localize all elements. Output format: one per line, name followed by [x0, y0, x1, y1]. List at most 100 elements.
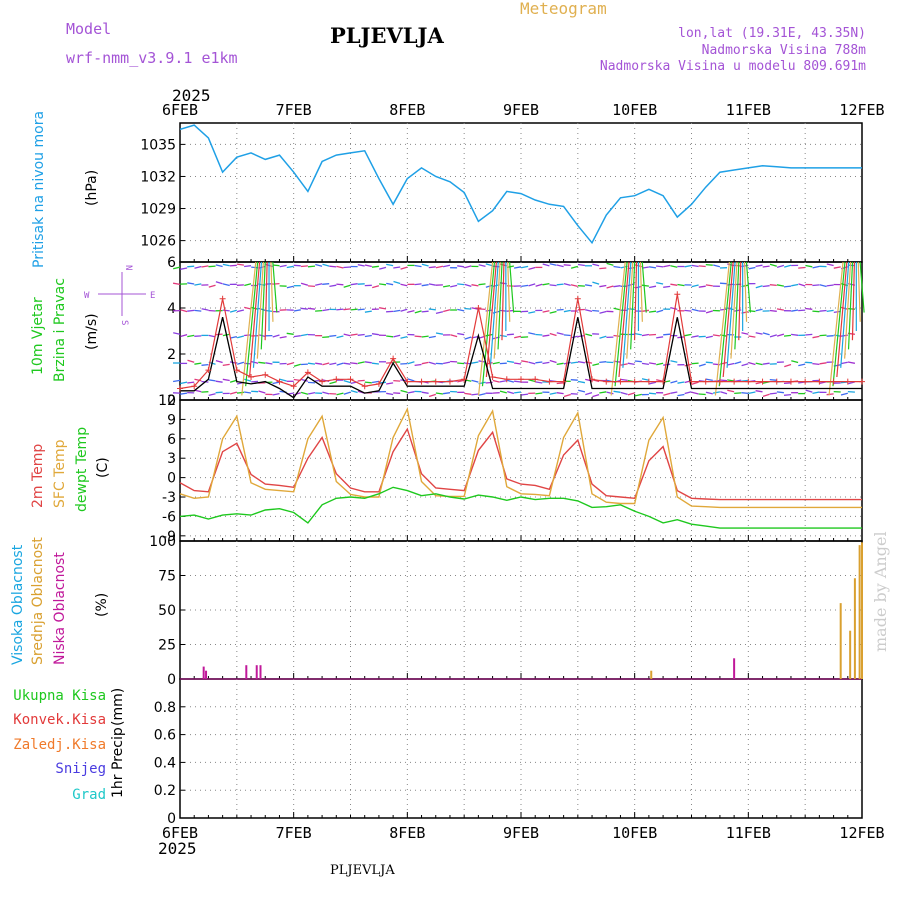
wind-arrow [236, 309, 245, 313]
wind-gust-marker [787, 378, 794, 385]
wind-arrow [549, 263, 557, 266]
bottom-time-label-1: 7FEB [276, 824, 312, 842]
wind-gust-marker [574, 295, 581, 302]
wind-burst [270, 261, 274, 322]
wind-arrow [208, 334, 216, 338]
wind-arrow [244, 283, 252, 287]
wind-arrow [656, 265, 664, 268]
wind-arrow [734, 264, 742, 267]
wind-arrow [670, 380, 678, 384]
wind-arrow [641, 333, 650, 337]
wind-arrow [570, 284, 578, 288]
wind-arrow [229, 379, 237, 383]
wind-arrow [734, 361, 742, 365]
wind-burst [844, 261, 852, 359]
wind-arrow [414, 264, 422, 268]
wind-arrow [187, 265, 195, 268]
wind-arrow [613, 265, 621, 269]
wind-arrow [428, 266, 436, 269]
ytick-label-temp: -9 [162, 529, 176, 545]
wind-gust-marker [603, 378, 610, 385]
wind-arrow [435, 332, 444, 335]
wind-arrow [599, 310, 607, 314]
wind-arrow [215, 264, 223, 268]
wind-arrow [791, 283, 799, 287]
wind-arrow [556, 308, 564, 311]
wind-arrow [286, 362, 294, 366]
wind-arrow [442, 264, 451, 268]
wind-arrow [414, 363, 422, 367]
wind-burst [743, 261, 748, 322]
compass-south: S [119, 320, 129, 325]
wind-arrow [180, 392, 188, 395]
bottom-time-label-4: 10FEB [612, 824, 657, 842]
wind-arrow [648, 266, 657, 269]
wind-arrow [784, 363, 792, 368]
wind-arrow [393, 280, 401, 285]
wind-arrow [208, 309, 216, 312]
wind-gust-marker [674, 291, 681, 298]
wind-arrow [222, 309, 230, 312]
wind-arrow [499, 390, 507, 394]
ytick-label-precip: 0.4 [154, 755, 176, 771]
wind-gust-marker [759, 378, 766, 385]
wind-arrow [187, 309, 195, 312]
bottom-time-axis: 6FEB 7FEB 8FEB 9FEB 10FEB 11FEB 12FEB [162, 824, 885, 842]
wind-arrow [194, 265, 202, 269]
wind-arrow [748, 391, 756, 395]
top-time-label-1: 7FEB [276, 101, 312, 119]
wind-arrow [677, 393, 685, 397]
wind-arrow [457, 283, 465, 286]
wind-arrow [727, 389, 735, 393]
wind-arrow [400, 335, 408, 339]
wind-arrow [599, 267, 607, 270]
wind-burst [618, 261, 630, 378]
wind-burst [245, 261, 259, 387]
wind-arrow [400, 389, 408, 393]
wind-arrow [528, 379, 536, 383]
wind-arrow [819, 334, 827, 337]
wind-arrow [620, 391, 628, 396]
wind-gust-marker [390, 355, 397, 362]
wind-arrow [691, 362, 699, 365]
wind-arrow [478, 283, 486, 286]
wind-arrow [705, 378, 713, 382]
wind-arrow [741, 392, 749, 395]
wind-arrow [826, 335, 834, 337]
wind-arrow [784, 264, 792, 268]
wind-arrow [499, 334, 507, 338]
wind-panel-labels: 10m Vjetar Brzina i Pravac (m/s) N W E S [30, 265, 155, 382]
wind-arrow [386, 382, 394, 385]
wind-burst [726, 261, 736, 368]
wind-arrow [720, 308, 728, 311]
wind-arrow [492, 361, 500, 365]
top-time-label-6: 12FEB [839, 101, 884, 119]
wind-arrow [457, 379, 465, 383]
wind-arrow [769, 309, 777, 312]
wind-arrow [343, 391, 351, 395]
cloud-panel-labels: Visoka Oblacnost Srednja Oblacnost Niska… [10, 537, 110, 665]
wind-unit: (m/s) [84, 313, 100, 350]
wind-arrow [620, 378, 628, 382]
wind-arrow [762, 265, 770, 268]
wind-arrow [727, 307, 735, 311]
wind-arrow [237, 361, 245, 365]
wind-gust-marker [688, 378, 695, 385]
wind-arrow [229, 335, 237, 339]
wind-arrow [400, 266, 408, 270]
wind-arrow [343, 308, 351, 311]
precip-legend-conv: Konvek.Kisa [13, 712, 106, 728]
wind-arrow [521, 393, 529, 396]
pressure-unit: (hPa) [84, 170, 100, 206]
wind-arrow [727, 362, 735, 366]
wind-arrow [521, 360, 529, 363]
cloud-label-high: Visoka Oblacnost [10, 544, 26, 665]
wind-arrow [528, 283, 536, 287]
ytick-label-cloud: 75 [158, 569, 176, 585]
wind-arrow [734, 309, 742, 312]
ytick-label-precip: 0.8 [154, 700, 176, 716]
wind-arrow [663, 392, 671, 396]
precip-panel-labels: Ukupna Kisa Konvek.Kisa Zaledj.Kisa Snij… [13, 688, 126, 803]
wind-gust-marker [816, 378, 823, 385]
wind-burst [836, 261, 848, 378]
